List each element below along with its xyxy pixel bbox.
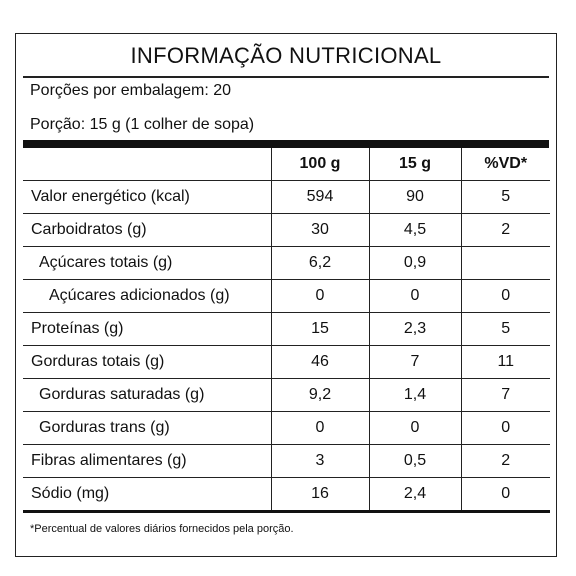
title-divider (23, 76, 549, 78)
table-header-row: 100 g 15 g %VD* (23, 148, 550, 181)
nutrition-label: INFORMAÇÃO NUTRICIONAL Porções por embal… (15, 33, 557, 557)
value-per-100g: 16 (270, 477, 369, 513)
nutrient-name: Proteínas (g) (23, 312, 271, 346)
nutrient-name: Gorduras saturadas (g) (23, 378, 271, 412)
value-per-serving: 2,4 (368, 477, 461, 513)
header-daily-value: %VD* (460, 148, 550, 181)
table-row: Açúcares adicionados (g) 0 0 0 (23, 279, 550, 313)
table-row: Proteínas (g) 15 2,3 5 (23, 312, 550, 346)
value-daily-percent: 0 (460, 279, 550, 313)
serving-size: Porção: 15 g (1 colher de sopa) (30, 116, 255, 133)
value-per-serving: 0 (368, 279, 461, 313)
label-title: INFORMAÇÃO NUTRICIONAL (130, 43, 442, 68)
table-row: Gorduras totais (g) 46 7 11 (23, 345, 550, 379)
value-per-serving: 90 (368, 180, 461, 214)
value-per-100g: 3 (270, 444, 369, 478)
nutrient-name: Açúcares totais (g) (23, 246, 271, 280)
value-per-100g: 9,2 (270, 378, 369, 412)
value-per-100g: 6,2 (270, 246, 369, 280)
value-daily-percent: 7 (460, 378, 550, 412)
thick-divider (23, 140, 549, 148)
value-daily-percent: 11 (460, 345, 550, 379)
value-per-serving: 1,4 (368, 378, 461, 412)
value-daily-percent: 0 (460, 411, 550, 445)
value-per-serving: 4,5 (368, 213, 461, 247)
value-daily-percent: 2 (460, 213, 550, 247)
header-per-100g: 100 g (270, 148, 369, 181)
table-row: Açúcares totais (g) 6,2 0,9 (23, 246, 550, 280)
table-row: Gorduras trans (g) 0 0 0 (23, 411, 550, 445)
value-daily-percent: 0 (460, 477, 550, 513)
value-daily-percent: 2 (460, 444, 550, 478)
value-per-serving: 0 (368, 411, 461, 445)
value-daily-percent: 5 (460, 180, 550, 214)
table-row: Fibras alimentares (g) 3 0,5 2 (23, 444, 550, 478)
value-daily-percent (460, 246, 550, 280)
value-per-100g: 0 (270, 411, 369, 445)
value-per-100g: 15 (270, 312, 369, 346)
value-per-100g: 0 (270, 279, 369, 313)
value-per-100g: 30 (270, 213, 369, 247)
nutrient-name: Gorduras totais (g) (23, 345, 271, 379)
table-row: Sódio (mg) 16 2,4 0 (23, 477, 550, 513)
value-per-100g: 594 (270, 180, 369, 214)
value-per-serving: 2,3 (368, 312, 461, 346)
nutrient-name: Gorduras trans (g) (23, 411, 271, 445)
nutrient-name: Açúcares adicionados (g) (23, 279, 271, 313)
value-per-serving: 0,5 (368, 444, 461, 478)
table-row: Carboidratos (g) 30 4,5 2 (23, 213, 550, 247)
nutrient-name: Valor energético (kcal) (23, 180, 271, 214)
footnote: *Percentual de valores diários fornecido… (30, 523, 294, 535)
header-per-serving: 15 g (368, 148, 461, 181)
table-row: Gorduras saturadas (g) 9,2 1,4 7 (23, 378, 550, 412)
servings-per-package: Porções por embalagem: 20 (30, 82, 231, 99)
value-per-serving: 7 (368, 345, 461, 379)
value-daily-percent: 5 (460, 312, 550, 346)
header-nutrient (23, 148, 271, 181)
nutrition-table: 100 g 15 g %VD* Valor energético (kcal) 5… (23, 148, 550, 513)
nutrient-name: Carboidratos (g) (23, 213, 271, 247)
value-per-100g: 46 (270, 345, 369, 379)
nutrient-name: Sódio (mg) (23, 477, 271, 513)
nutrient-name: Fibras alimentares (g) (23, 444, 271, 478)
value-per-serving: 0,9 (368, 246, 461, 280)
table-row: Valor energético (kcal) 594 90 5 (23, 180, 550, 214)
nutrition-rows: Valor energético (kcal) 594 90 5 Carboidrato… (23, 180, 550, 513)
